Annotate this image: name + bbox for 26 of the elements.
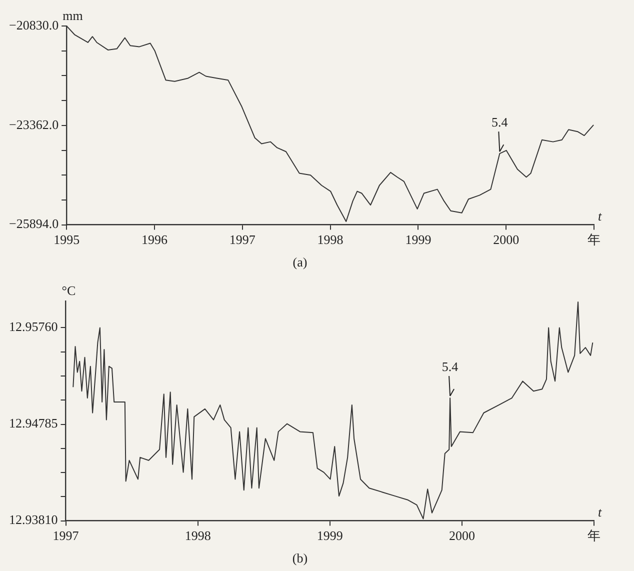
y-tick-label: −20830.0 — [8, 17, 59, 32]
x-tick-label: 2000 — [448, 528, 475, 544]
x-tick-label: 1998 — [184, 528, 211, 544]
x-axis-title: t — [598, 208, 602, 224]
y-tick-label: 12.93810 — [9, 512, 58, 528]
x-tick-label: 1999 — [405, 232, 432, 248]
x-tick-label: 1997 — [52, 528, 80, 544]
x-tick-label: 1997 — [229, 232, 256, 248]
x-tick-label: 1995 — [54, 232, 80, 248]
x-tick-label: 1996 — [141, 232, 168, 248]
text: (a) — [292, 254, 308, 270]
x-axis-title: t — [598, 504, 602, 520]
y-tick-label: 12.94785 — [9, 416, 58, 431]
annotation: 5.4 — [442, 358, 459, 374]
x-tick-label: 年 — [588, 528, 600, 544]
x-tick-label: 1998 — [317, 232, 344, 248]
y-axis-title: mm — [62, 8, 83, 23]
y-axis-title: °C — [62, 282, 76, 298]
y-tick-label: −25894.0 — [8, 216, 59, 232]
y-tick-label: −23362.0 — [8, 116, 59, 132]
x-tick-label: 1999 — [316, 528, 343, 544]
x-tick-label: 年 — [588, 232, 600, 248]
y-tick-label: 12.95760 — [9, 319, 58, 334]
x-tick-label: 2000 — [493, 232, 520, 248]
annotation: 5.4 — [492, 114, 508, 130]
text: (b) — [292, 550, 308, 566]
